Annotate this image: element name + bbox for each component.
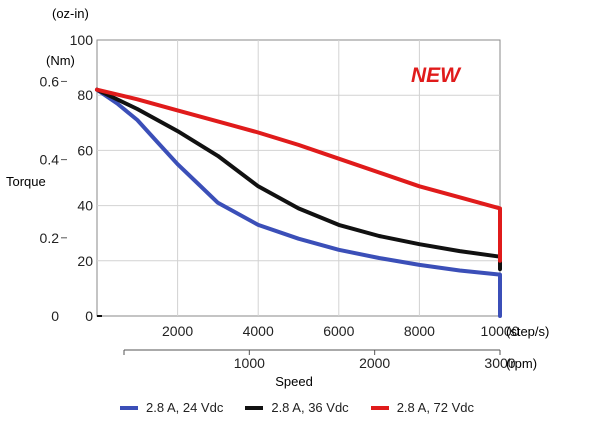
x-tick-label: 4000 (243, 323, 274, 339)
oz-in-tick-label: 40 (77, 198, 93, 214)
legend-item-36vdc: 2.8 A, 36 Vdc (245, 400, 349, 415)
oz-in-tick-label: 80 (77, 87, 93, 103)
legend: 2.8 A, 24 Vdc 2.8 A, 36 Vdc 2.8 A, 72 Vd… (120, 400, 474, 415)
grid-lines (97, 40, 500, 316)
y-axis-title: Torque (6, 174, 46, 189)
oz-in-tick-label: 0 (85, 308, 93, 324)
legend-label-24vdc: 2.8 A, 24 Vdc (146, 400, 224, 415)
plot-frame (96, 39, 501, 317)
oz-in-tick-label: 100 (70, 32, 94, 48)
legend-swatch-36vdc (245, 405, 264, 410)
series-lines (95, 87, 502, 318)
nm-tick-label: 0.4 (40, 152, 60, 168)
new-badge: NEW (411, 64, 460, 87)
step-s-unit-label: (step/s) (506, 324, 549, 339)
legend-item-72vdc: 2.8 A, 72 Vdc (370, 400, 475, 415)
series-line-1 (95, 87, 502, 272)
x-axis-title: Speed (275, 374, 313, 389)
x-tick-label: 10000 (481, 323, 520, 339)
nm-unit-label: (Nm) (46, 53, 75, 68)
nm-tick-label: 0.2 (40, 230, 60, 246)
nm-tick-label: 0.6 (40, 73, 60, 89)
series-line-2 (95, 87, 502, 263)
x-tick-label: 6000 (323, 323, 354, 339)
nm-tick-label: 0 (51, 308, 59, 324)
rpm-tick-label: 1000 (234, 355, 265, 371)
legend-label-36vdc: 2.8 A, 36 Vdc (271, 400, 349, 415)
series-line-0 (95, 87, 502, 318)
rpm-unit-label: (rpm) (506, 356, 537, 371)
oz-in-tick-label: 20 (77, 253, 93, 269)
legend-swatch-72vdc (370, 405, 389, 410)
legend-label-72vdc: 2.8 A, 72 Vdc (396, 400, 475, 415)
rpm-tick-label: 3000 (484, 355, 515, 371)
oz-in-unit-label: (oz-in) (52, 6, 89, 21)
x-tick-label: 8000 (404, 323, 435, 339)
legend-item-24vdc: 2.8 A, 24 Vdc (120, 400, 223, 415)
axes: 2000 4000 6000 8000 100000204060801000.20.40… (40, 32, 520, 371)
oz-in-tick-label: 60 (77, 142, 93, 158)
rpm-tick-label: 2000 (359, 355, 390, 371)
x-tick-label: 2000 (162, 323, 193, 339)
legend-swatch-24vdc (120, 405, 138, 410)
